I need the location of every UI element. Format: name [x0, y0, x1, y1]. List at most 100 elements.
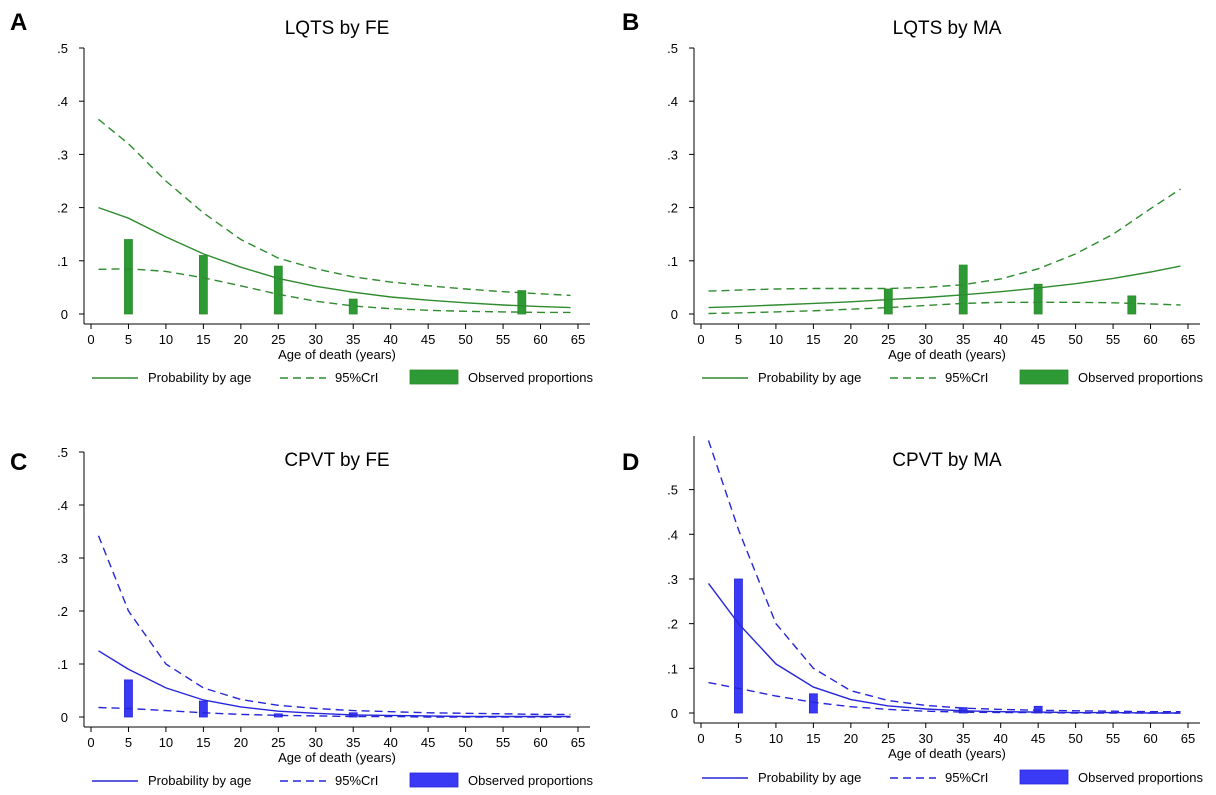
panel-b: B LQTS by MA 0 .1 .2 .3 .4 .5 0 5 10 15 20 25 30 35 40 45… [622, 9, 1204, 385]
x-tick-label: 5 [735, 731, 742, 746]
x-tick-label: 20 [234, 735, 248, 750]
x-tick-label: 30 [309, 735, 323, 750]
panel-a: A LQTS by FE 0 .1 .2 .3 .4 .5 0 5 10 15 20 25 30 35 40 45… [10, 9, 594, 385]
panel-c: C CPVT by FE 0 .1 .2 .3 .4 .5 0 5 10 15 20 25 30 35 40 45… [10, 445, 594, 788]
x-tick-label: 10 [159, 332, 173, 347]
y-tick-label: .2 [57, 604, 68, 619]
observed-bar [883, 288, 893, 315]
x-tick-label: 25 [271, 735, 285, 750]
x-tick-label: 45 [421, 332, 435, 347]
y-tick-label: .5 [667, 483, 678, 498]
ci-line [98, 268, 571, 314]
x-tick-label: 10 [769, 332, 783, 347]
observed-bar [1033, 283, 1043, 315]
ci-line [708, 188, 1181, 292]
ci-line [98, 706, 571, 718]
x-tick-label: 35 [956, 731, 970, 746]
observed-bar [124, 679, 133, 718]
x-tick-label: 55 [496, 735, 510, 750]
legend-label: Observed proportions [468, 370, 594, 385]
legend-label: Observed proportions [1078, 370, 1204, 385]
chart-title: LQTS by FE [285, 18, 390, 39]
y-tick-label: .2 [57, 201, 68, 216]
x-tick-label: 30 [919, 332, 933, 347]
legend-label: 95%CrI [335, 773, 378, 788]
x-tick-label: 20 [844, 731, 858, 746]
observed-bar [124, 239, 133, 315]
x-tick-label: 30 [919, 731, 933, 746]
panel-letter: B [622, 9, 639, 36]
legend-bar-swatch [409, 369, 459, 385]
y-tick-label: .3 [57, 551, 68, 566]
probability-line [98, 650, 571, 718]
x-tick-label: 50 [1068, 332, 1082, 347]
legend-bar-swatch [1019, 769, 1069, 785]
y-tick-label: .5 [667, 41, 678, 56]
y-tick-label: .5 [57, 445, 68, 460]
x-tick-label: 10 [769, 731, 783, 746]
legend-bar-swatch [409, 772, 459, 788]
x-tick-label: 40 [383, 332, 397, 347]
x-tick-label: 35 [956, 332, 970, 347]
x-tick-label: 60 [1143, 332, 1157, 347]
y-tick-label: .3 [667, 147, 678, 162]
y-tick-label: .4 [57, 94, 68, 109]
x-tick-label: 25 [271, 332, 285, 347]
x-tick-label: 60 [533, 332, 547, 347]
x-tick-label: 5 [125, 332, 132, 347]
y-tick-label: 0 [671, 307, 678, 322]
x-tick-label: 65 [1181, 731, 1195, 746]
x-tick-label: 15 [806, 332, 820, 347]
observed-bar [198, 700, 208, 718]
panel-letter: D [622, 449, 639, 476]
ci-line [708, 301, 1181, 315]
y-tick-label: .1 [57, 254, 68, 269]
panel-letter: A [10, 9, 27, 36]
legend-label: Observed proportions [1078, 770, 1204, 785]
y-tick-label: 0 [61, 710, 68, 725]
x-tick-label: 35 [346, 735, 360, 750]
x-tick-label: 50 [1068, 731, 1082, 746]
x-tick-label: 5 [735, 332, 742, 347]
panel-letter: C [10, 449, 27, 476]
legend-label: Probability by age [148, 773, 251, 788]
x-tick-label: 45 [1031, 332, 1045, 347]
x-tick-label: 15 [196, 735, 210, 750]
x-tick-label: 0 [87, 332, 94, 347]
observed-bar [808, 693, 818, 714]
legend: Probability by age 95%CrI Observed proport… [92, 369, 594, 385]
x-tick-label: 35 [346, 332, 360, 347]
ci-line [707, 440, 1181, 713]
x-axis-label: Age of death (years) [888, 746, 1006, 761]
x-axis-label: Age of death (years) [278, 347, 396, 362]
ci-line [98, 118, 571, 297]
x-tick-label: 55 [1106, 731, 1120, 746]
chart-title: CPVT by FE [284, 450, 389, 471]
observed-bar [198, 255, 208, 315]
y-tick-label: .3 [57, 147, 68, 162]
chart-title: CPVT by MA [892, 450, 1002, 471]
x-tick-label: 40 [993, 332, 1007, 347]
ci-line [708, 681, 1181, 714]
y-tick-label: 0 [671, 706, 678, 721]
x-tick-label: 50 [458, 332, 472, 347]
x-tick-label: 50 [458, 735, 472, 750]
x-tick-label: 10 [159, 735, 173, 750]
probability-line [708, 265, 1181, 309]
legend-label: Probability by age [758, 370, 861, 385]
x-tick-label: 60 [1143, 731, 1157, 746]
y-tick-label: .3 [667, 572, 678, 587]
x-tick-label: 15 [806, 731, 820, 746]
legend-label: Probability by age [758, 770, 861, 785]
legend-label: 95%CrI [945, 370, 988, 385]
y-tick-label: 0 [61, 307, 68, 322]
x-tick-label: 60 [533, 735, 547, 750]
x-tick-label: 0 [697, 731, 704, 746]
x-tick-label: 25 [881, 332, 895, 347]
legend: Probability by age 95%CrI Observed proport… [92, 772, 594, 788]
x-tick-label: 45 [421, 735, 435, 750]
x-tick-label: 65 [1181, 332, 1195, 347]
probability-line [707, 582, 1181, 714]
x-tick-label: 45 [1031, 731, 1045, 746]
observed-bar [1127, 295, 1137, 315]
